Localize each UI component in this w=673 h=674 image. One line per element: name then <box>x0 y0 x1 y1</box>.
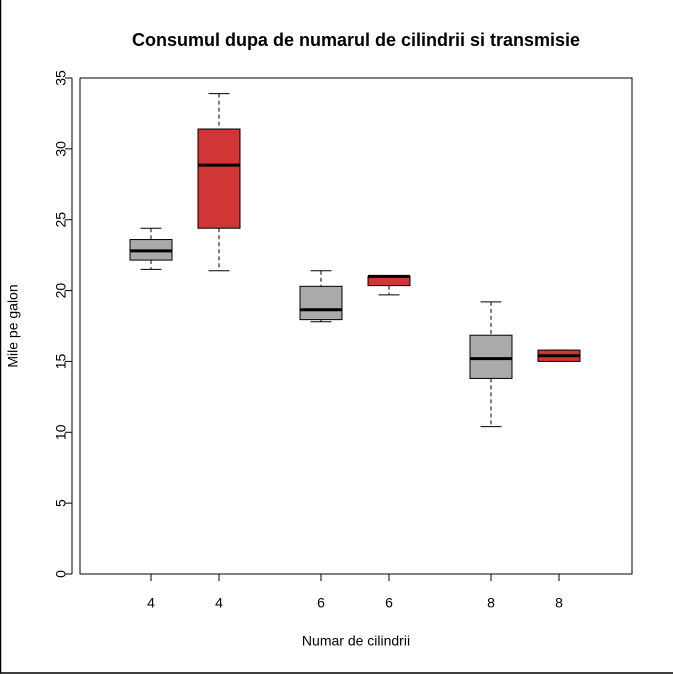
plot-frame <box>79 77 633 575</box>
y-tick-label: 5 <box>53 499 69 507</box>
y-tick-label: 35 <box>53 70 69 86</box>
box <box>469 334 513 379</box>
x-axis-label: Numar de cilindrii <box>302 633 410 649</box>
y-tick-label: 10 <box>53 424 69 440</box>
box <box>299 285 343 321</box>
x-tick-label: 8 <box>555 595 563 611</box>
y-axis-label: Mile pe galon <box>5 284 21 367</box>
x-tick-label: 6 <box>385 595 393 611</box>
x-tick-label: 6 <box>317 595 325 611</box>
box <box>197 128 241 229</box>
x-tick-label: 4 <box>147 595 155 611</box>
y-tick-label: 0 <box>53 570 69 578</box>
y-tick-label: 15 <box>53 353 69 369</box>
y-tick-label: 30 <box>53 141 69 157</box>
x-tick-label: 8 <box>487 595 495 611</box>
chart-title: Consumul dupa de numarul de cilindrii si… <box>132 30 580 50</box>
x-tick-label: 4 <box>215 595 223 611</box>
y-tick-label: 20 <box>53 283 69 299</box>
y-tick-label: 25 <box>53 212 69 228</box>
